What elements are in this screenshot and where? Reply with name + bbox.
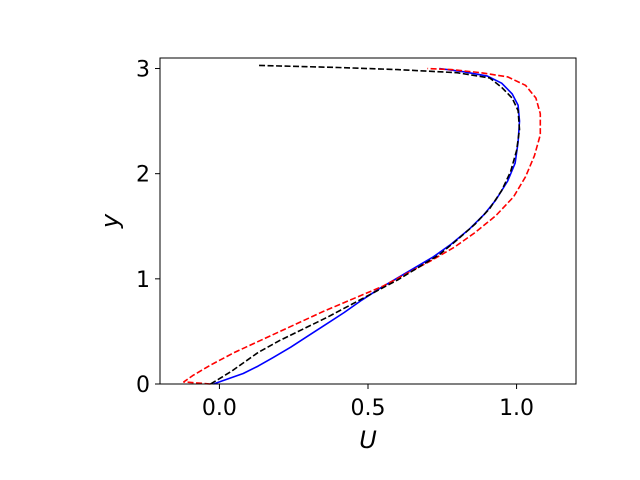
series-line-1: [213, 67, 521, 385]
y-tick-label: 2: [136, 163, 150, 188]
y-axis-label: y: [96, 213, 124, 229]
y-tick-label: 3: [136, 58, 150, 83]
series-line-2: [183, 67, 542, 385]
plot-frame: [159, 57, 577, 385]
x-tick-label: 1.0: [499, 396, 534, 421]
x-axis-label: U: [359, 426, 377, 454]
x-tick-label: 0.5: [351, 396, 386, 421]
y-tick-label: 1: [136, 268, 150, 293]
y-axis: 0 1 2 3: [136, 58, 160, 398]
series-layer: [183, 64, 542, 385]
x-tick-label: 0.0: [202, 396, 237, 421]
y-tick-label: 0: [136, 373, 150, 398]
x-axis: 0.0 0.5 1.0: [202, 384, 534, 421]
series-line-3: [210, 64, 521, 385]
